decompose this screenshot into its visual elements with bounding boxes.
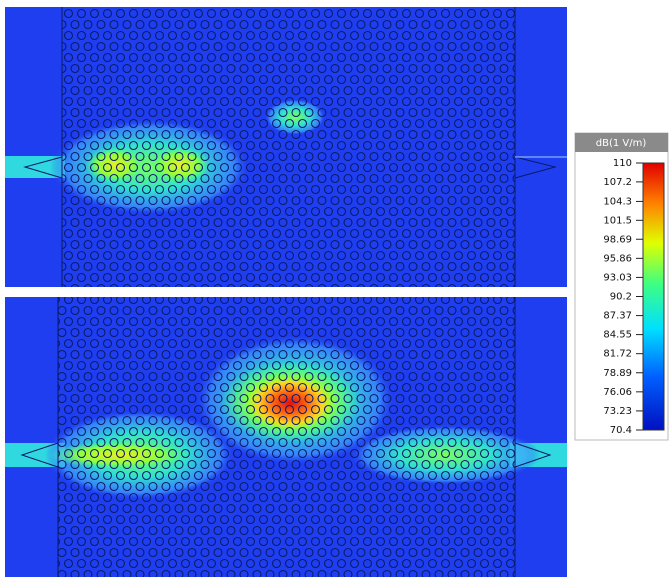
colorbar-gradient [642, 162, 665, 431]
hole-lattice [62, 7, 515, 287]
tick-label: 98.69 [603, 234, 632, 245]
tick-label: 78.89 [603, 368, 632, 379]
tick-label: 107.2 [603, 177, 632, 188]
tick-label: 104.3 [603, 196, 632, 207]
tick-label: 110 [613, 158, 632, 169]
tick-label: 90.2 [610, 292, 632, 303]
taper-outline [514, 156, 557, 179]
colorbar-header [575, 133, 668, 152]
input-waveguide [5, 156, 65, 178]
colorbar-title: dB(1 V/m) [596, 138, 647, 149]
hole-lattice [58, 297, 515, 577]
tick-label: 73.23 [603, 406, 632, 417]
tick-label: 101.5 [603, 215, 632, 226]
colorbar: dB(1 V/m) [574, 132, 669, 441]
taper-outline [23, 156, 63, 179]
field-panel-bottom [5, 297, 567, 577]
tick-label: 95.86 [603, 253, 632, 264]
tick-label: 76.06 [603, 387, 632, 398]
field-panel-top [5, 7, 567, 287]
tick-label: 87.37 [603, 311, 632, 322]
tick-label: 81.72 [603, 349, 632, 360]
taper-outline [514, 442, 552, 468]
tick-label: 70.4 [610, 425, 632, 436]
tick-label: 84.55 [603, 330, 632, 341]
tick-label: 93.03 [603, 272, 632, 283]
taper-outline [20, 442, 59, 468]
